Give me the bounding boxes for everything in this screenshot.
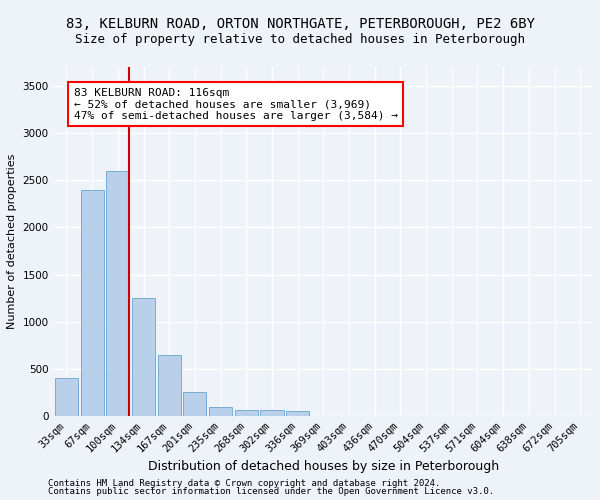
Bar (55, 378, 78, 416)
Y-axis label: Number of detached properties: Number of detached properties (7, 154, 17, 329)
Text: Contains public sector information licensed under the Open Government Licence v3: Contains public sector information licen… (48, 487, 494, 496)
Bar (184, 392, 206, 416)
Bar (260, 410, 284, 416)
Bar (209, 406, 232, 416)
Bar (235, 410, 258, 416)
Bar (80, 190, 104, 416)
Text: Contains HM Land Registry data © Crown copyright and database right 2024.: Contains HM Land Registry data © Crown c… (48, 478, 440, 488)
Text: 83 KELBURN ROAD: 116sqm
← 52% of detached houses are smaller (3,969)
47% of semi: 83 KELBURN ROAD: 116sqm ← 52% of detache… (74, 88, 398, 121)
Bar (158, 354, 181, 416)
Text: Size of property relative to detached houses in Peterborough: Size of property relative to detached ho… (75, 32, 525, 46)
Bar (106, 170, 130, 416)
Bar (286, 411, 309, 416)
X-axis label: Distribution of detached houses by size in Peterborough: Distribution of detached houses by size … (148, 460, 499, 473)
Text: 83, KELBURN ROAD, ORTON NORTHGATE, PETERBOROUGH, PE2 6BY: 83, KELBURN ROAD, ORTON NORTHGATE, PETER… (65, 18, 535, 32)
Bar (132, 298, 155, 416)
